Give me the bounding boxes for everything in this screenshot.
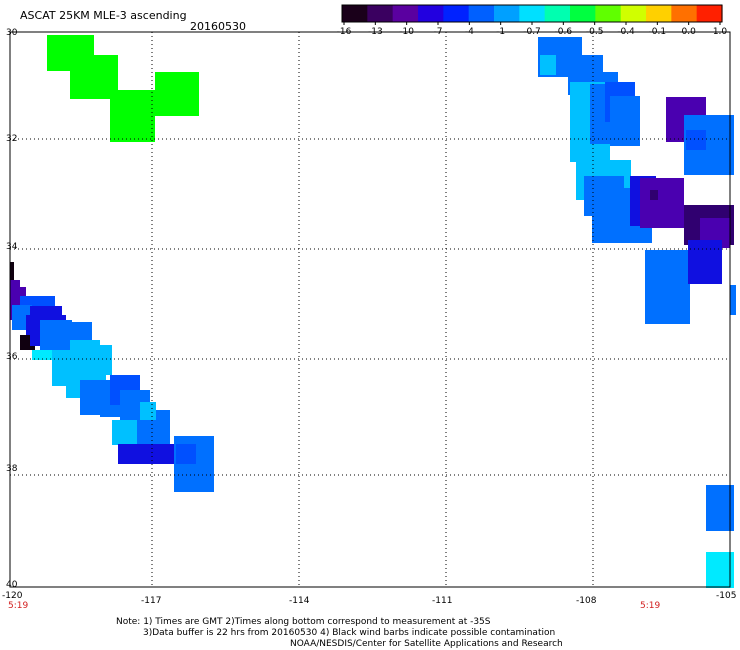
data-cells: [10, 35, 736, 588]
data-cell: [650, 190, 658, 200]
colorbar-segment: [367, 5, 394, 22]
time-label-right: 5:19: [640, 601, 661, 611]
lat-lon-grid: [10, 32, 730, 587]
data-cell: [10, 262, 14, 282]
product-title: ASCAT 25KM MLE-3 ascending: [20, 9, 187, 22]
colorbar-segment: [671, 5, 698, 22]
lon-label-114: -114: [289, 596, 310, 606]
colorbar-segment: [494, 5, 520, 22]
lat-label-40: 40: [6, 580, 18, 590]
lat-label-38: 38: [6, 464, 18, 474]
data-cell: [610, 96, 640, 146]
data-cell: [112, 420, 137, 445]
colorbar-segment: [418, 5, 444, 22]
colorbar-segment: [519, 5, 546, 22]
data-cell: [140, 402, 156, 420]
data-cell: [640, 178, 684, 228]
data-cell: [688, 240, 722, 284]
colorbar-segment: [696, 5, 723, 22]
data-cell: [118, 444, 174, 464]
lon-label-120: -120: [2, 591, 23, 601]
footer-note-2: 3)Data buffer is 22 hrs from 20160530 4)…: [143, 628, 556, 638]
colorbar-segment: [342, 5, 368, 22]
lat-label-30: 30: [6, 28, 18, 38]
colorbar-segment: [646, 5, 672, 22]
map-frame: [9, 31, 731, 588]
data-cell: [686, 130, 706, 150]
data-cell: [730, 285, 736, 315]
colorbar-segment: [570, 5, 596, 22]
data-cell: [32, 350, 54, 360]
data-cell: [176, 444, 196, 464]
data-cell: [706, 552, 734, 588]
lat-label-34: 34: [6, 242, 18, 252]
colorbar-segment: [443, 5, 470, 22]
colorbar-segment: [620, 5, 647, 22]
lat-label-36: 36: [6, 352, 18, 362]
footer-credit: NOAA/NESDIS/Center for Satellite Applica…: [290, 639, 563, 649]
colorbar-segment: [595, 5, 622, 22]
product-date: 20160530: [190, 20, 246, 33]
colorbar-segment: [392, 5, 419, 22]
colorbar-segment: [468, 5, 495, 22]
lon-label-108: -108: [576, 596, 597, 606]
data-cell: [540, 55, 556, 75]
lon-label-117: -117: [141, 596, 162, 606]
lon-label-111: -111: [432, 596, 453, 606]
colorbar-segment: [544, 5, 571, 22]
data-cell: [645, 250, 690, 324]
lon-label-105: -105: [716, 591, 737, 601]
lat-label-32: 32: [6, 134, 18, 144]
time-label-left: 5:19: [8, 601, 29, 611]
footer-note-1: Note: 1) Times are GMT 2)Times along bot…: [116, 617, 491, 627]
data-cell: [155, 72, 199, 116]
data-cell: [110, 90, 155, 142]
data-cell: [706, 485, 734, 531]
